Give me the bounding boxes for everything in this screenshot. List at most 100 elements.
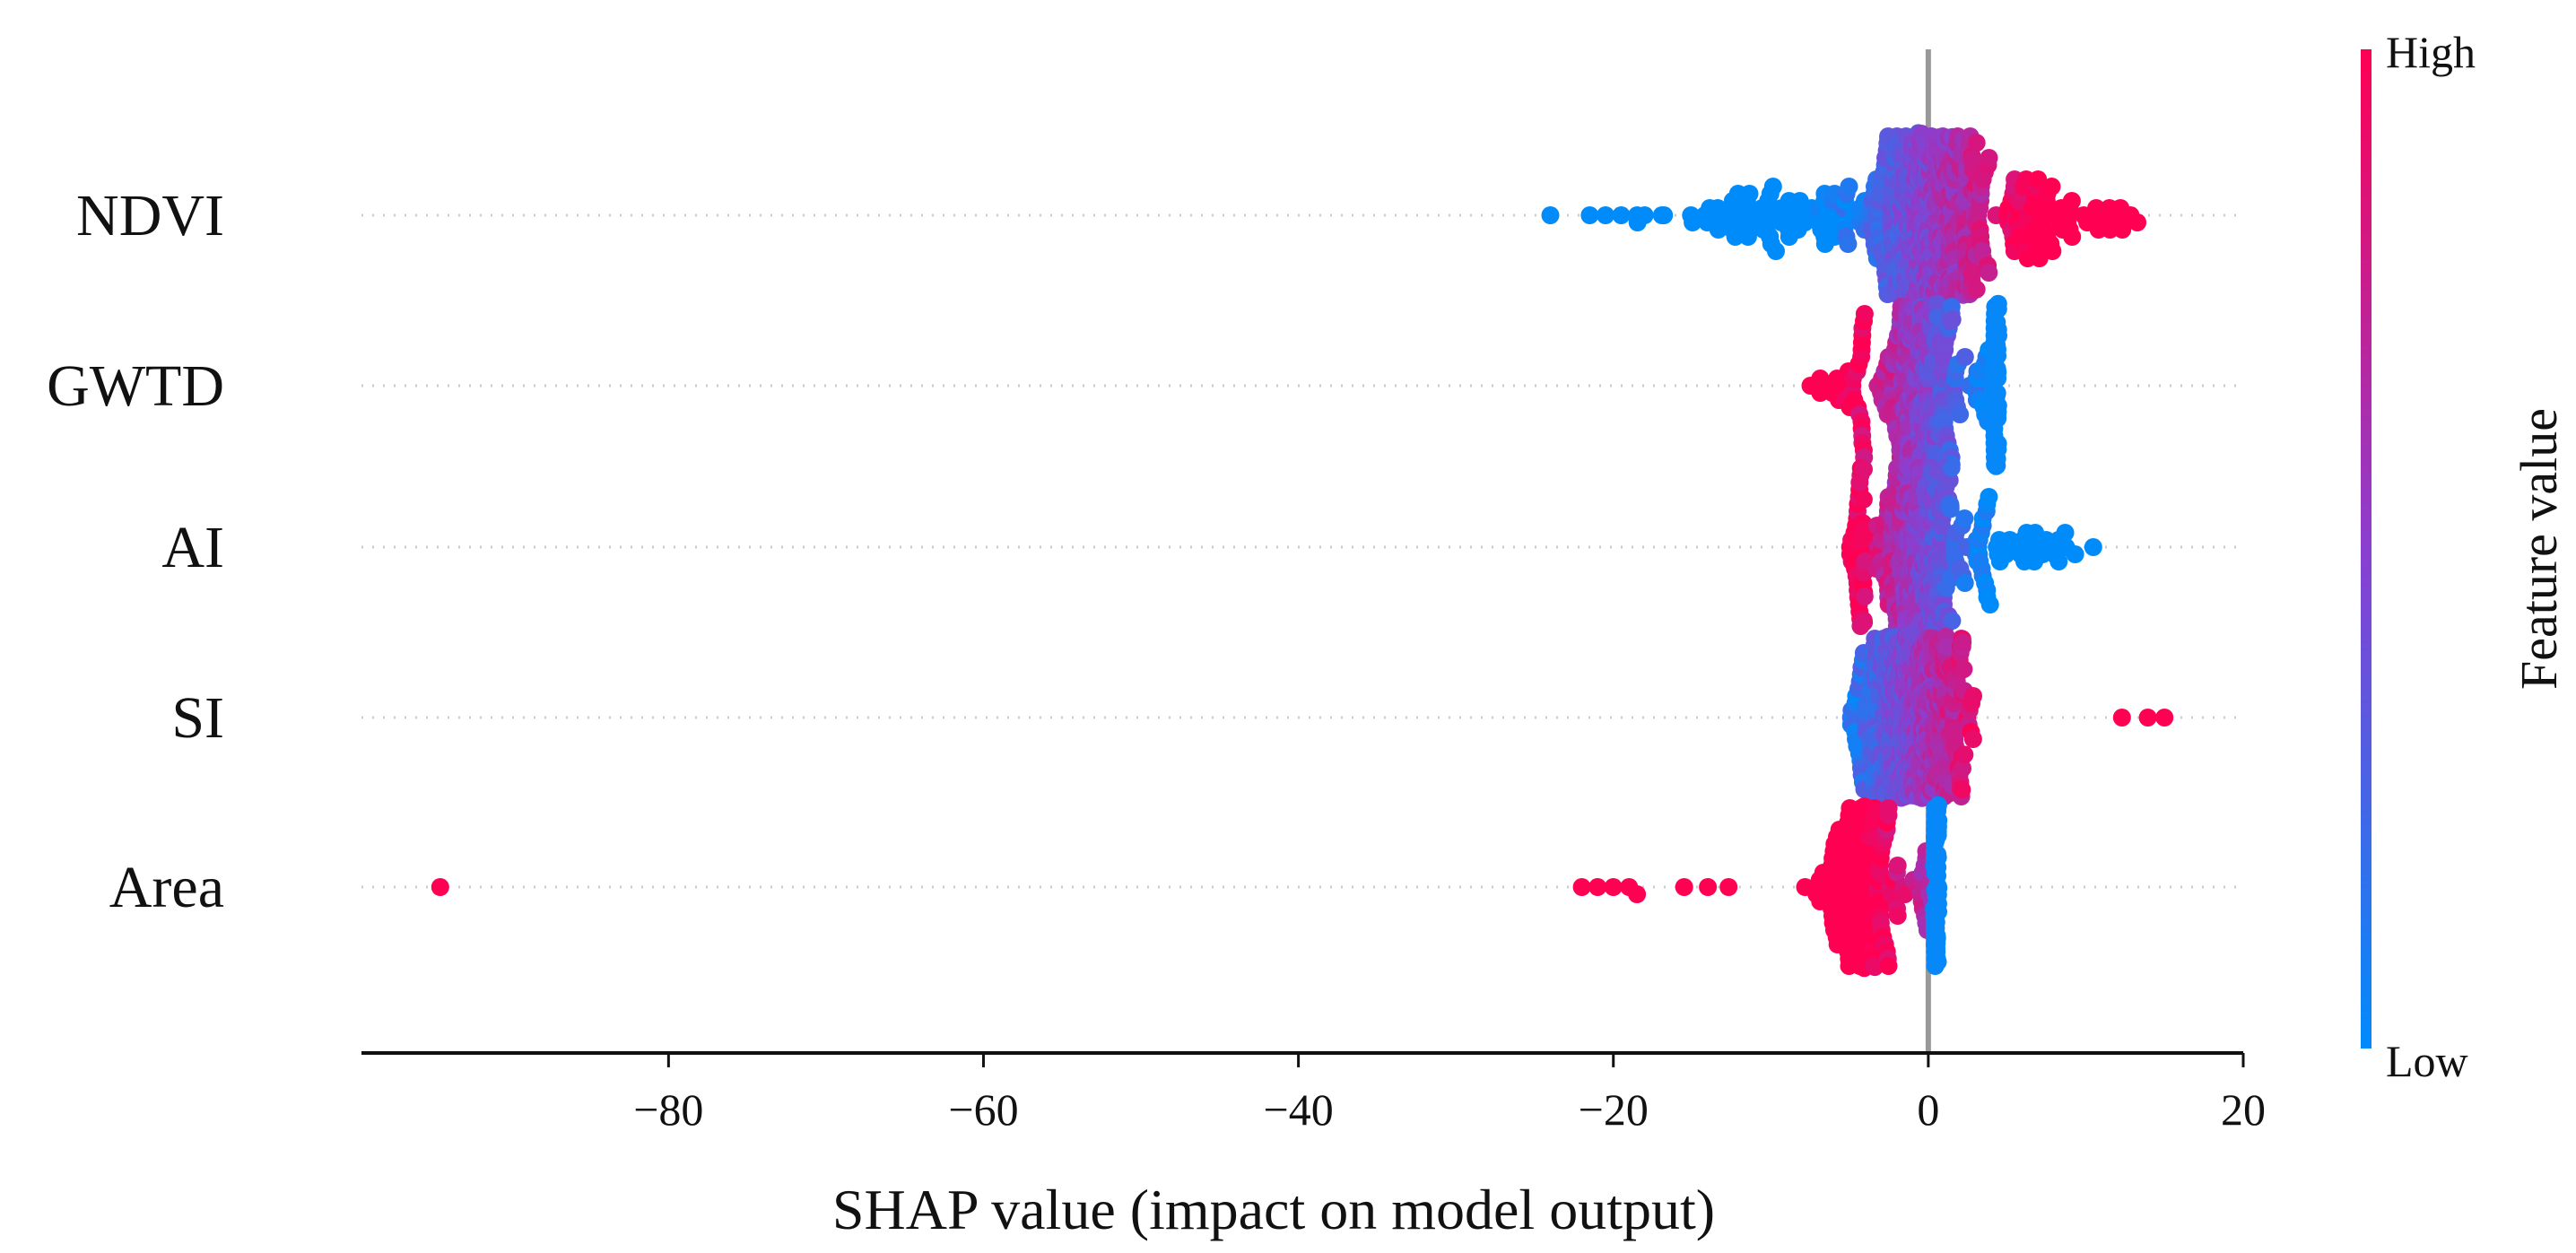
- data-point-gwtd: [1955, 348, 1974, 366]
- data-point-gwtd: [1989, 434, 2007, 453]
- data-point-area: [1929, 811, 1948, 830]
- x-tick-label: −80: [633, 1084, 703, 1135]
- data-point-ndvi: [1763, 178, 1782, 196]
- colorbar-high-label: High: [2386, 27, 2476, 77]
- data-point-area: [431, 878, 449, 896]
- data-point-ndvi: [1840, 178, 1858, 196]
- data-point-ndvi: [1796, 213, 1815, 231]
- data-point-gwtd: [1989, 396, 2007, 415]
- data-point-ndvi: [1597, 206, 1614, 224]
- data-point-gwtd: [1989, 346, 2007, 365]
- data-point-ndvi: [2042, 178, 2061, 196]
- data-point-gwtd: [1989, 326, 2007, 345]
- data-point-area: [1719, 878, 1738, 896]
- data-point-si: [1954, 633, 1972, 652]
- data-point-ai: [1942, 458, 1961, 477]
- data-point-ai: [1855, 587, 1874, 606]
- feature-label: GWTD: [47, 353, 224, 419]
- data-point-area: [1888, 857, 1907, 874]
- colorbar-low-label: Low: [2386, 1036, 2468, 1086]
- data-point-area: [1929, 902, 1947, 921]
- data-point-ndvi: [2128, 213, 2146, 231]
- data-point-ndvi: [2062, 192, 2081, 210]
- data-point-si: [1937, 638, 1955, 657]
- data-point-area: [1866, 958, 1884, 977]
- data-point-si: [1953, 780, 1971, 799]
- feature-label: AI: [161, 515, 224, 580]
- data-point-ndvi: [2030, 249, 2049, 267]
- feature-label: SI: [171, 685, 224, 751]
- data-point-ai: [1855, 613, 1874, 631]
- data-point-ndvi: [1635, 206, 1654, 224]
- data-point-area: [1588, 878, 1607, 896]
- data-point-ai: [1855, 460, 1873, 479]
- data-point-ai: [1980, 596, 1999, 613]
- data-point-area: [1928, 848, 1947, 866]
- colorbar-title: Feature value: [2510, 408, 2568, 690]
- x-tick-label: −40: [1264, 1084, 1334, 1135]
- data-point-area: [1675, 878, 1693, 896]
- data-point-ai: [1955, 574, 1974, 592]
- data-point-si: [1954, 759, 1971, 778]
- data-point-ai: [1955, 509, 1974, 527]
- data-point-ndvi: [1967, 280, 1986, 299]
- feature-label: Area: [109, 855, 224, 920]
- data-point-si: [1964, 687, 1982, 705]
- data-point-area: [1895, 885, 1914, 903]
- x-tick-label: 0: [1917, 1084, 1939, 1135]
- data-point-ndvi: [1541, 206, 1560, 224]
- data-point-area: [1572, 878, 1591, 896]
- data-point-area: [1879, 799, 1898, 817]
- data-point-ai: [1943, 612, 1962, 631]
- data-point-gwtd: [1951, 405, 1970, 423]
- data-point-gwtd: [1855, 305, 1874, 323]
- x-axis: −80 −60 −40 −20 0 20: [361, 1051, 2266, 1135]
- data-point-ndvi: [1580, 206, 1599, 224]
- data-point-area: [1928, 929, 1946, 947]
- data-point-ndvi: [2063, 228, 2082, 246]
- feature-label: NDVI: [76, 183, 224, 248]
- data-point-area: [1928, 953, 1947, 971]
- data-point-gwtd: [1943, 310, 1962, 329]
- colorbar-gradient: [2361, 49, 2371, 1049]
- data-point-area: [1888, 907, 1907, 925]
- data-point-area: [1929, 878, 1948, 897]
- data-point-si: [2155, 709, 2174, 727]
- data-point-ndvi: [1655, 206, 1674, 224]
- colorbar: High Low Feature value: [2361, 27, 2568, 1086]
- data-point-ai: [2049, 553, 2068, 570]
- data-point-ndvi: [1839, 235, 1858, 253]
- x-axis-label: SHAP value (impact on model output): [832, 1178, 1715, 1241]
- data-point-ndvi: [2029, 170, 2048, 188]
- data-point-ai: [1854, 490, 1873, 509]
- x-tick-label: −60: [948, 1084, 1018, 1135]
- data-point-ai: [2084, 538, 2102, 556]
- data-point-si: [1954, 660, 1973, 679]
- data-point-ndvi: [2043, 242, 2062, 260]
- data-point-area: [1928, 796, 1947, 814]
- data-point-ai: [1941, 500, 1960, 518]
- data-point-ndvi: [1740, 185, 1759, 203]
- data-point-gwtd: [1942, 298, 1961, 316]
- x-tick-label: −20: [1579, 1084, 1649, 1135]
- data-point-gwtd: [1989, 363, 2007, 381]
- data-point-ndvi: [1767, 242, 1785, 260]
- data-point-ndvi: [1980, 264, 1998, 282]
- data-point-si: [1955, 745, 1974, 764]
- data-point-ai: [2056, 524, 2075, 542]
- data-points: [431, 124, 2174, 978]
- data-point-area: [1699, 878, 1718, 896]
- data-point-ndvi: [1980, 149, 1998, 167]
- feature-rows: NDVI GWTD AI SI Area: [47, 183, 2243, 920]
- data-point-ndvi: [1612, 206, 1631, 224]
- data-point-ai: [1980, 488, 1998, 506]
- data-point-area: [1879, 957, 1898, 975]
- x-tick-label: 20: [2221, 1084, 2266, 1135]
- data-point-gwtd: [1989, 294, 2007, 313]
- data-point-ai: [2066, 545, 2084, 563]
- data-point-ndvi: [1738, 228, 1757, 246]
- data-point-si: [1963, 730, 1982, 748]
- data-point-si: [2112, 709, 2131, 727]
- data-point-si: [2138, 709, 2157, 727]
